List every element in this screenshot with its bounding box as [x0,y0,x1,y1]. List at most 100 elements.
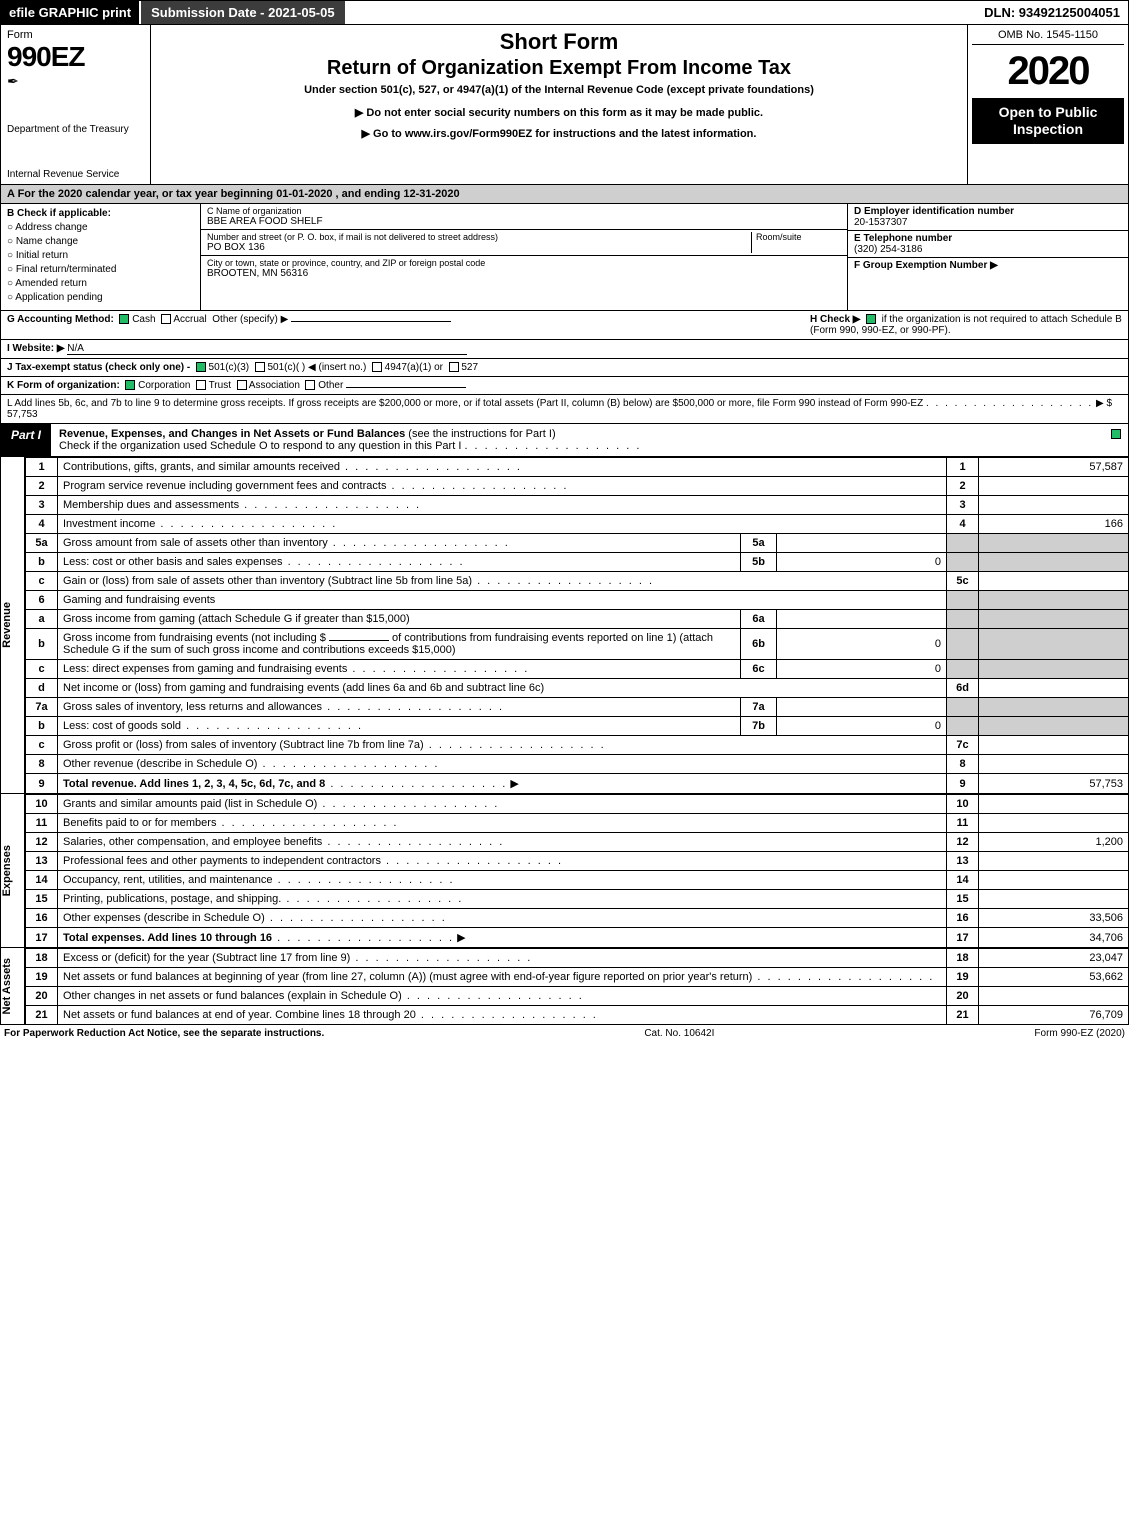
line-6a-subamt [777,610,947,629]
return-title: Return of Organization Exempt From Incom… [159,57,959,80]
telephone-value: (320) 254-3186 [854,244,1122,255]
chk-trust[interactable] [196,380,206,390]
line-18-num: 18 [26,949,58,968]
line-8: 8 Other revenue (describe in Schedule O)… [26,755,1129,774]
line-10-col: 10 [947,795,979,814]
line-13-num: 13 [26,852,58,871]
section-d-e-f: D Employer identification number 20-1537… [848,204,1128,310]
line-14-col: 14 [947,871,979,890]
g-cash: Cash [132,314,155,325]
line-15-col: 15 [947,890,979,909]
row-k: K Form of organization: Corporation Trus… [7,380,1122,391]
chk-schedule-o[interactable] [1111,429,1121,439]
part-i-dots [464,440,641,452]
expenses-label: Expenses [1,845,24,896]
line-5a-sub: 5a [741,534,777,553]
line-5b-amt [979,553,1129,572]
department-label: Department of the Treasury [7,124,144,135]
line-5a-amt [979,534,1129,553]
line-3-amt [979,496,1129,515]
irs-label: Internal Revenue Service [7,169,144,180]
revenue-table: 1 Contributions, gifts, grants, and simi… [25,457,1129,794]
line-14: 14 Occupancy, rent, utilities, and maint… [26,871,1129,890]
line-21-num: 21 [26,1006,58,1025]
line-7b-sub: 7b [741,717,777,736]
line-15-amt [979,890,1129,909]
line-15-txt: Printing, publications, postage, and shi… [58,890,947,909]
h-label: H Check ▶ [810,314,860,325]
chk-4947[interactable] [372,362,382,372]
g-accrual: Accrual [173,314,206,325]
c-name-label: C Name of organization [207,206,841,216]
goto-link[interactable]: ▶ Go to www.irs.gov/Form990EZ for instru… [159,127,959,140]
line-12-col: 12 [947,833,979,852]
line-7c-num: c [26,736,58,755]
section-c: C Name of organization BBE AREA FOOD SHE… [201,204,848,310]
line-7b-col [947,717,979,736]
chk-final-return[interactable]: Final return/terminated [7,264,194,275]
line-6c-num: c [26,660,58,679]
top-bar: efile GRAPHIC print Submission Date - 20… [0,0,1129,25]
topbar-spacer [345,1,977,24]
line-13: 13 Professional fees and other payments … [26,852,1129,871]
line-11-txt: Benefits paid to or for members [58,814,947,833]
line-5b-col [947,553,979,572]
under-section: Under section 501(c), 527, or 4947(a)(1)… [159,84,959,96]
line-6d-col: 6d [947,679,979,698]
line-12-amt: 1,200 [979,833,1129,852]
line-13-txt: Professional fees and other payments to … [58,852,947,871]
line-18-txt: Excess or (deficit) for the year (Subtra… [58,949,947,968]
line-5a-txt: Gross amount from sale of assets other t… [58,534,741,553]
chk-initial-return[interactable]: Initial return [7,250,194,261]
revenue-side-label: Revenue [1,457,25,794]
line-6d-num: d [26,679,58,698]
line-6a-amt [979,610,1129,629]
line-4-num: 4 [26,515,58,534]
chk-527[interactable] [449,362,459,372]
chk-name-change[interactable]: Name change [7,236,194,247]
chk-address-change[interactable]: Address change [7,222,194,233]
k-label: K Form of organization: [7,380,120,391]
k-other-input[interactable] [346,387,466,388]
chk-cash[interactable] [119,314,129,324]
line-6b-blank[interactable] [329,640,389,641]
part-i-instr: (see the instructions for Part I) [408,428,555,440]
chk-assoc[interactable] [237,380,247,390]
footer-left: For Paperwork Reduction Act Notice, see … [4,1028,324,1039]
chk-accrual[interactable] [161,314,171,324]
e-label: E Telephone number [854,233,1122,244]
chk-corp[interactable] [125,380,135,390]
chk-h[interactable] [866,314,876,324]
line-7c-amt [979,736,1129,755]
k-corp: Corporation [138,380,190,391]
omb-number: OMB No. 1545-1150 [972,29,1124,45]
line-5c: c Gain or (loss) from sale of assets oth… [26,572,1129,591]
chk-amended-return[interactable]: Amended return [7,278,194,289]
line-6a: a Gross income from gaming (attach Sched… [26,610,1129,629]
chk-application-pending[interactable]: Application pending [7,292,194,303]
l-value: 57,753 [7,409,38,420]
line-16-col: 16 [947,909,979,928]
line-7c-col: 7c [947,736,979,755]
section-b: B Check if applicable: Address change Na… [1,204,201,310]
header-left: Form 990EZ ✒ Department of the Treasury … [1,25,151,184]
line-5b-txt: Less: cost or other basis and sales expe… [58,553,741,572]
g-other-input[interactable] [291,321,451,322]
line-1-amt: 57,587 [979,458,1129,477]
chk-501c[interactable] [255,362,265,372]
chk-other-org[interactable] [305,380,315,390]
line-7a: 7a Gross sales of inventory, less return… [26,698,1129,717]
form-number: 990EZ [7,41,144,73]
line-6: 6 Gaming and fundraising events [26,591,1129,610]
org-name: BBE AREA FOOD SHELF [207,216,841,227]
line-16-num: 16 [26,909,58,928]
line-3-col: 3 [947,496,979,515]
efile-label[interactable]: efile GRAPHIC print [1,1,139,24]
line-6a-sub: 6a [741,610,777,629]
ein-value: 20-1537307 [854,217,1122,228]
line-6b-subamt: 0 [777,629,947,660]
line-6b-txt: Gross income from fundraising events (no… [58,629,741,660]
line-5a: 5a Gross amount from sale of assets othe… [26,534,1129,553]
dln-label: DLN: 93492125004051 [976,1,1128,24]
chk-501c3[interactable] [196,362,206,372]
